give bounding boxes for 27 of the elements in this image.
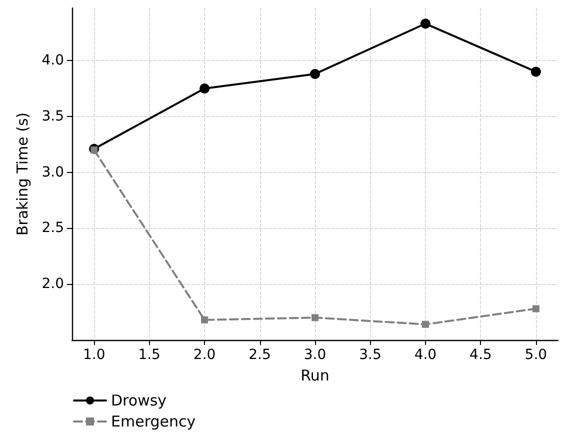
- point: [530, 66, 541, 77]
- y-tick-label: 2.0: [42, 276, 64, 292]
- point: [201, 316, 208, 324]
- legend-label: Drowsy: [111, 392, 167, 410]
- point: [310, 68, 320, 79]
- x-tick-label: 3.0: [304, 347, 326, 363]
- y-tick-label: 3.0: [42, 164, 64, 180]
- point: [420, 18, 430, 29]
- x-axis-title: Run: [300, 366, 330, 384]
- point: [532, 305, 540, 312]
- x-tick-label: 3.5: [359, 347, 382, 363]
- x-tick-label: 4.5: [470, 347, 492, 363]
- point: [200, 83, 210, 94]
- legend-label: Emergency: [111, 412, 196, 430]
- point: [312, 314, 318, 322]
- x-tick-label: 1.5: [138, 347, 160, 363]
- y-tick-label: 3.5: [42, 108, 64, 124]
- y-axis-title: Braking Time (s): [14, 112, 32, 236]
- x-tick-label: 1.0: [82, 347, 106, 363]
- x-tick-label: 4.0: [414, 347, 437, 363]
- x-tick-label: 2.0: [193, 347, 216, 363]
- x-tick-label: 5.0: [524, 347, 548, 363]
- point: [90, 146, 98, 154]
- y-tick-label: 4.0: [42, 52, 64, 69]
- y-tick-label: 2.5: [42, 220, 64, 236]
- x-tick-label: 2.5: [248, 347, 271, 363]
- point: [422, 320, 429, 328]
